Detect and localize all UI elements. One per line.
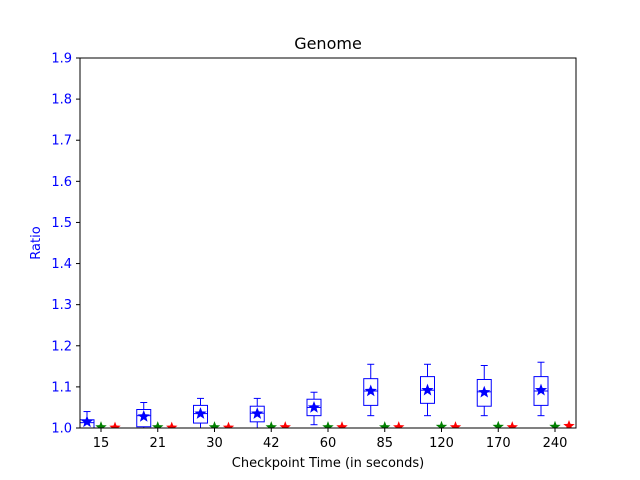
x-tick-label: 42 [263,436,280,451]
series2-marker-170 [492,420,504,428]
y-tick-label: 1.0 [51,422,72,437]
series3-marker-170 [506,421,518,428]
x-tick-label: 120 [429,436,454,451]
mean-marker-30 [194,407,207,419]
series2-marker-30 [208,421,221,428]
y-tick-label: 1.7 [51,134,72,149]
boxes [80,361,549,428]
x-tick-label: 60 [320,436,337,451]
series3-marker-30 [222,421,235,428]
series2-marker-60 [322,421,334,428]
x-tick-label: 85 [376,436,393,451]
mean-marker-21 [137,409,150,422]
series2-marker-15 [95,421,107,428]
series2-marker-21 [152,421,164,428]
x-tick-label: 21 [149,436,166,451]
y-tick-label: 1.4 [51,257,72,272]
series-markers [80,383,575,428]
box-170 [476,365,492,417]
x-tick-label: 240 [543,436,568,451]
mean-marker-240 [534,383,548,396]
y-tick-label: 1.3 [51,298,72,313]
box-120 [420,363,435,417]
series2-marker-120 [435,420,448,428]
series2-marker-42 [265,421,277,428]
y-tick-label: 1.9 [51,52,72,67]
plot-frame [79,57,577,429]
series3-marker-240 [563,419,575,428]
y-tick-label: 1.8 [51,93,72,108]
series3-marker-15 [109,421,121,428]
x-axis-ticks: 15 21 30 42 60 85 120 170 240 [93,428,568,451]
mean-marker-15 [80,415,94,428]
box-42 [249,397,265,428]
mean-marker-170 [478,385,491,398]
series2-marker-85 [379,421,391,428]
x-tick-label: 170 [486,436,511,451]
series3-marker-42 [279,421,291,428]
mean-marker-85 [364,384,377,397]
y-axis-ticks: 1.0 1.1 1.2 1.3 1.4 1.5 1.6 1.7 1.8 1.9 [51,52,80,437]
mean-marker-60 [307,400,321,413]
chart-title: Genome [294,34,362,53]
x-axis-label: Checkpoint Time (in seconds) [232,456,425,471]
y-tick-label: 1.1 [51,380,72,395]
series3-marker-120 [449,421,462,428]
y-axis-label: Ratio [29,226,44,259]
mean-marker-120 [421,383,434,396]
x-tick-label: 15 [93,436,110,451]
y-tick-label: 1.5 [51,216,72,231]
x-tick-label: 30 [206,436,223,451]
series3-marker-21 [166,421,178,428]
y-tick-label: 1.2 [51,339,72,354]
series3-marker-60 [336,421,348,428]
box-85 [363,363,379,417]
mean-marker-42 [251,407,264,419]
series3-marker-85 [393,421,405,428]
y-tick-label: 1.6 [51,175,72,190]
series2-marker-240 [549,420,561,428]
